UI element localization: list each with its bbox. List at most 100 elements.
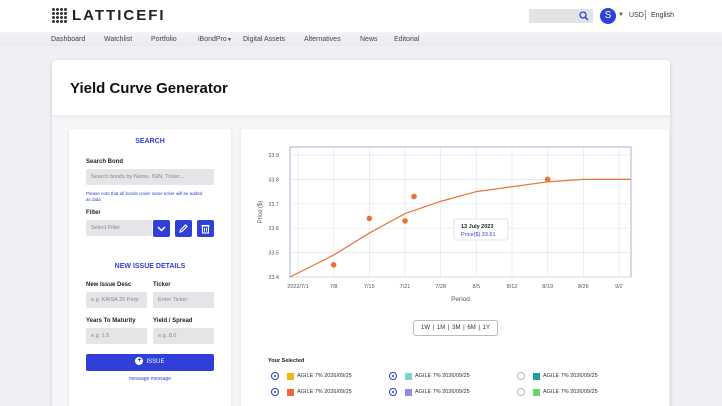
global-search-input[interactable] xyxy=(529,9,593,23)
plus-icon: + xyxy=(135,357,144,366)
selected-item-label: AGILE 7% 2026/09/25 xyxy=(543,389,598,395)
divider xyxy=(645,10,646,20)
y-tick-label: 33.6 xyxy=(268,226,279,232)
data-point xyxy=(402,218,408,224)
selected-item-label: AGILE 7% 2026/09/25 xyxy=(297,389,352,395)
selected-item[interactable]: AGILE 7% 2026/09/25 xyxy=(389,372,470,380)
color-swatch xyxy=(405,388,412,396)
x-tick-label: 7/21 xyxy=(400,284,411,290)
x-tick-label: 8/5 xyxy=(473,284,481,290)
x-tick-label: 9/2 xyxy=(615,284,623,290)
selected-item[interactable]: AGILE 7% 2026/09/25 xyxy=(271,388,352,396)
search-panel: SEARCH Search Bond Search bonds by Name,… xyxy=(69,129,231,406)
range-button-1m[interactable]: 1M xyxy=(436,325,446,331)
pencil-icon xyxy=(179,224,188,233)
trash-icon xyxy=(201,224,210,234)
range-selector: 1W | 1M | 3M | 6M | 1Y xyxy=(413,320,498,336)
x-tick-label: 7/8 xyxy=(330,284,338,290)
radio-button[interactable] xyxy=(389,388,397,396)
search-bond-label: Search Bond xyxy=(86,159,124,165)
data-point xyxy=(330,262,337,268)
new-issue-desc-label: New Issue Desc xyxy=(86,282,132,288)
new-issue-section-title: NEW ISSUE DETAILS xyxy=(114,263,186,270)
chevron-down-icon xyxy=(157,226,166,232)
years-to-maturity-input[interactable]: e.g. 1.5 xyxy=(86,328,147,344)
range-button-1y[interactable]: 1Y xyxy=(482,325,490,331)
search-section-title: SEARCH xyxy=(135,138,165,145)
range-button-3m[interactable]: 3M xyxy=(452,325,461,331)
currency-selector[interactable]: USD xyxy=(629,12,644,19)
selected-item-label: AGILE 7% 2026/09/25 xyxy=(543,373,598,379)
tooltip-price: Price($) 33.61 xyxy=(461,232,496,238)
yield-spread-input[interactable]: e.g. 8.0 xyxy=(153,328,214,344)
filter-dropdown-button[interactable] xyxy=(153,220,170,237)
fitted-curve-line xyxy=(289,178,631,278)
selected-item[interactable]: AGILE 7% 2026/09/25 xyxy=(517,388,598,396)
search-note: Please note that all bonds under same ti… xyxy=(86,191,203,202)
range-button-6m[interactable]: 6M xyxy=(467,325,476,331)
nav-item-editorial[interactable]: Editorial xyxy=(394,36,420,43)
selected-item[interactable]: AGILE 7% 2026/09/25 xyxy=(389,388,470,396)
radio-button[interactable] xyxy=(517,372,525,380)
yield-spread-label: Yield / Spread xyxy=(153,318,193,324)
y-tick-label: 33.4 xyxy=(268,275,279,281)
color-swatch xyxy=(533,388,540,396)
search-bond-input[interactable]: Search bonds by Name, ISIN, Ticker... xyxy=(86,169,214,185)
x-tick-label: 8/26 xyxy=(578,284,589,290)
top-bar: LATTICEFI S ▼ USD English xyxy=(0,0,722,32)
y-tick-label: 33.5 xyxy=(268,251,279,257)
yield-curve-chart: 2022/7/1 7/8 7/15 7/21 7/28 8/5 8/12 8/19 8/26 9/… xyxy=(258,146,632,303)
main-nav: Dashboard Watchlist Portfolio iBondPro ▼… xyxy=(0,32,722,46)
avatar[interactable]: S xyxy=(600,8,616,24)
selected-item-label: AGILE 7% 2026/09/25 xyxy=(415,373,470,379)
nav-item-news[interactable]: News xyxy=(360,36,378,43)
color-swatch xyxy=(287,372,294,380)
chevron-down-icon[interactable]: ▼ xyxy=(618,12,624,18)
nav-item-digital-assets[interactable]: Digital Assets xyxy=(243,36,286,43)
x-tick-label: 8/19 xyxy=(542,284,553,290)
new-issue-desc-input[interactable]: e.g. KAISA 25 Perp xyxy=(86,292,147,308)
search-icon[interactable] xyxy=(579,11,589,21)
color-swatch xyxy=(533,372,540,380)
x-tick-label: 7/15 xyxy=(364,284,375,290)
years-to-maturity-label: Years To Maturity xyxy=(86,318,136,324)
radio-button[interactable] xyxy=(517,388,525,396)
yield-curve-card: Yield Curve Generator SEARCH Search Bond… xyxy=(52,60,670,406)
x-axis-label: Period xyxy=(451,296,470,303)
data-point xyxy=(544,176,551,183)
color-swatch xyxy=(405,372,412,380)
data-point xyxy=(366,215,373,222)
nav-item-portfolio[interactable]: Portfolio xyxy=(151,36,177,43)
chevron-down-icon[interactable]: ▼ xyxy=(227,37,232,43)
ticker-label: Ticker xyxy=(153,282,171,288)
radio-button[interactable] xyxy=(389,372,397,380)
nav-item-watchlist[interactable]: Watchlist xyxy=(104,36,133,43)
logo-mark-icon xyxy=(52,7,68,24)
your-selected-title: Your Selected xyxy=(268,358,305,364)
range-button-1w[interactable]: 1W xyxy=(421,325,430,331)
ticker-input[interactable]: Enter Ticker xyxy=(153,292,214,308)
page-title: Yield Curve Generator xyxy=(70,80,228,97)
nav-item-ibondpro[interactable]: iBondPro xyxy=(198,36,227,43)
language-selector[interactable]: English xyxy=(651,12,674,19)
issue-button-label: ISSUE xyxy=(146,359,165,365)
y-axis-label: Price ($) xyxy=(258,201,264,224)
selected-item[interactable]: AGILE 7% 2026/09/25 xyxy=(271,372,352,380)
radio-button[interactable] xyxy=(271,372,279,380)
logo[interactable]: LATTICEFI xyxy=(52,7,166,24)
plot-area xyxy=(289,146,632,278)
selected-item[interactable]: AGILE 7% 2026/09/25 xyxy=(517,372,598,380)
data-point xyxy=(411,193,417,200)
filter-select[interactable]: Select Filter xyxy=(86,220,152,236)
message-text: message message xyxy=(129,376,171,382)
edit-filter-button[interactable] xyxy=(175,220,192,237)
selected-item-label: AGILE 7% 2026/09/25 xyxy=(415,389,470,395)
nav-item-alternatives[interactable]: Alternatives xyxy=(304,36,341,43)
filter-label: Filter xyxy=(86,210,101,216)
issue-button[interactable]: + ISSUE xyxy=(86,354,214,371)
tooltip-date: 13 July 2023 xyxy=(461,224,493,230)
delete-filter-button[interactable] xyxy=(197,220,214,237)
chart-panel: 2022/7/1 7/8 7/15 7/21 7/28 8/5 8/12 8/19 8/26 9/… xyxy=(241,129,669,406)
nav-item-dashboard[interactable]: Dashboard xyxy=(51,36,86,43)
radio-button[interactable] xyxy=(271,388,279,396)
